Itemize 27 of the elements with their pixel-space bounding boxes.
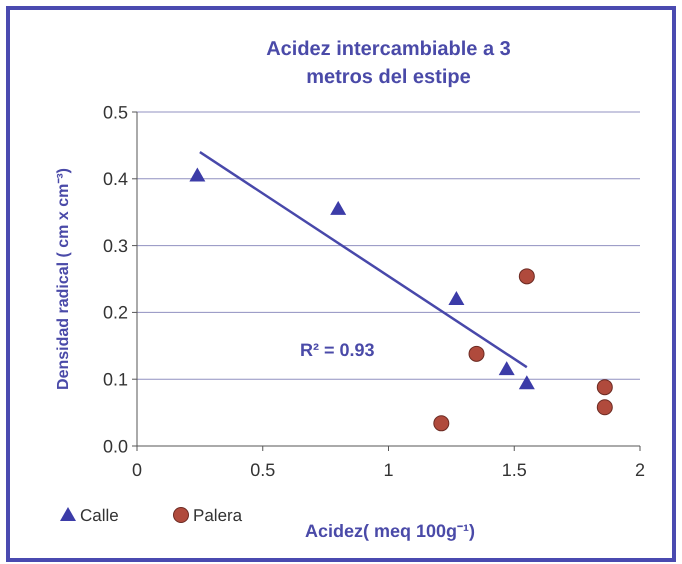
x-tick-label: 0.5 xyxy=(250,460,276,480)
y-tick-label: 0.4 xyxy=(102,169,128,190)
x-tick-label: 1 xyxy=(383,460,394,480)
y-axis-title: Densidad radical ( cm x cm⁻³) xyxy=(55,168,72,390)
point xyxy=(498,361,515,376)
chart-title: Acidez intercambiable a 3 metros del estipe xyxy=(266,38,511,88)
point xyxy=(448,291,464,306)
point xyxy=(330,200,346,215)
y-tick-label: 0.5 xyxy=(102,102,128,122)
point xyxy=(596,379,613,396)
point xyxy=(468,346,485,362)
legend-label: Calle xyxy=(80,506,119,525)
x-tick-label: 1.5 xyxy=(502,460,527,480)
y-tick-label: 0.2 xyxy=(102,302,128,323)
point xyxy=(433,415,450,432)
point xyxy=(518,375,535,390)
y-tick-label: 0.3 xyxy=(102,236,128,256)
x-axis-title: Acidez( meq 100g⁻¹) xyxy=(304,521,476,541)
x-tick-label: 0 xyxy=(132,460,142,480)
annotation: R² = 0.93 xyxy=(300,340,375,360)
point xyxy=(596,399,613,416)
point xyxy=(518,268,535,284)
legend-label: Palera xyxy=(193,506,243,525)
x-tick-label: 2 xyxy=(634,460,646,480)
y-tick-label: 0.0 xyxy=(102,436,128,456)
y-tick-label: 0.1 xyxy=(102,370,128,390)
point xyxy=(189,167,206,182)
